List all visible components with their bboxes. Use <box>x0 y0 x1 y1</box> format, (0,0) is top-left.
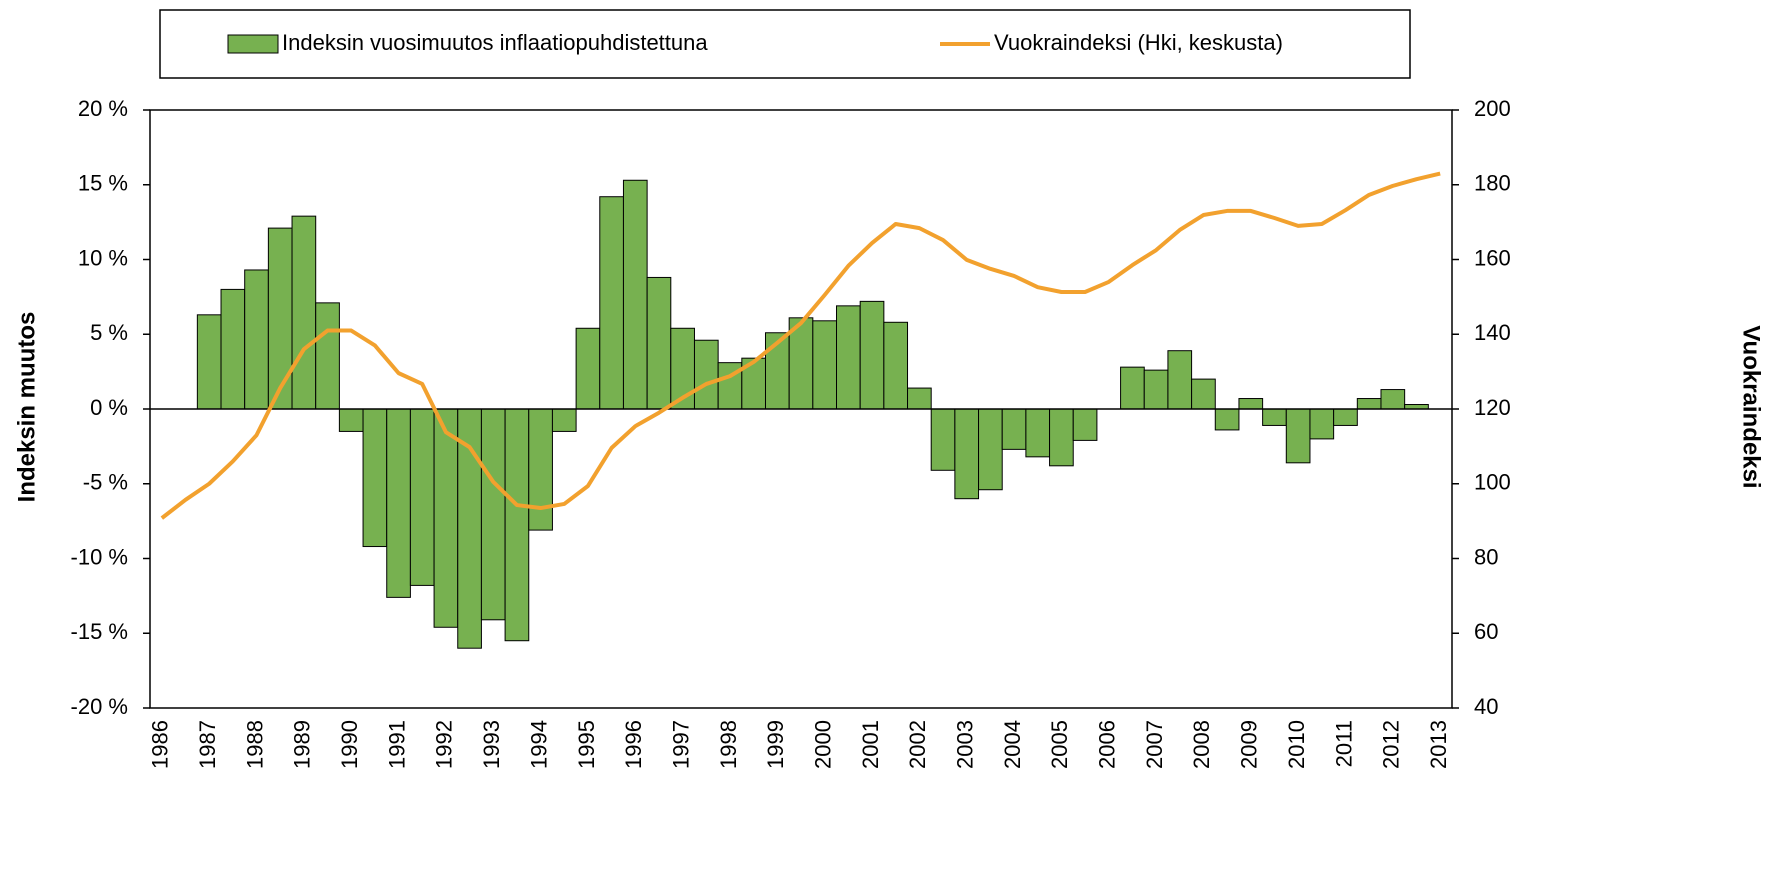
bar <box>1214 408 1240 431</box>
x-tick-label: 2005 <box>1047 720 1072 769</box>
legend-label: Vuokraindeksi (Hki, keskusta) <box>994 30 1283 55</box>
x-tick-label: 2003 <box>953 720 978 769</box>
bar <box>1191 378 1216 410</box>
y-tick-label: 0 % <box>90 395 128 420</box>
bar <box>1001 408 1027 450</box>
y-tick-label: 20 % <box>78 96 128 121</box>
x-tick-label: 1993 <box>479 720 504 769</box>
x-tick-label: 2000 <box>810 720 835 769</box>
bar <box>1356 398 1382 410</box>
legend-label: Indeksin vuosimuutos inflaatiopuhdistett… <box>282 30 708 55</box>
bar <box>1072 408 1098 441</box>
x-tick-label: 1998 <box>716 720 741 769</box>
bar <box>362 408 388 548</box>
bar <box>1025 408 1051 458</box>
bar <box>954 408 980 500</box>
bar <box>551 408 577 432</box>
bar <box>1167 350 1193 410</box>
bar <box>1262 408 1287 426</box>
bar <box>220 288 246 410</box>
x-tick-label: 1992 <box>432 720 457 769</box>
x-tick-label: 2012 <box>1379 720 1404 769</box>
y-tick-label: -20 % <box>71 694 128 719</box>
bar <box>883 321 909 410</box>
bar <box>244 269 269 410</box>
y2-tick-label: 180 <box>1474 171 1511 196</box>
bar <box>315 302 340 410</box>
bar <box>291 215 317 410</box>
bar <box>504 408 530 642</box>
x-tick-label: 1986 <box>148 720 173 769</box>
x-tick-label: 2013 <box>1426 720 1451 769</box>
y-tick-label: 5 % <box>90 320 128 345</box>
y2-tick-label: 160 <box>1474 245 1511 270</box>
bar <box>1285 408 1311 464</box>
x-tick-label: 1988 <box>242 720 267 769</box>
bar <box>267 227 293 410</box>
x-tick-label: 2010 <box>1284 720 1309 769</box>
bar <box>575 327 601 410</box>
x-tick-label: 2001 <box>858 720 883 769</box>
x-tick-label: 1997 <box>668 720 693 769</box>
legend-swatch <box>227 34 279 54</box>
bar <box>836 305 861 410</box>
y2-tick-label: 80 <box>1474 544 1498 569</box>
y2-tick-label: 40 <box>1474 694 1498 719</box>
x-tick-label: 1996 <box>621 720 646 769</box>
line <box>160 171 1441 520</box>
x-tick-label: 2006 <box>1095 720 1120 769</box>
y2-tick-label: 100 <box>1474 470 1511 495</box>
x-tick-label: 2004 <box>1000 720 1025 769</box>
bar <box>622 179 648 410</box>
x-tick-label: 1987 <box>195 720 220 769</box>
y-axis-title: Indeksin muutos <box>13 312 40 503</box>
y2-tick-label: 120 <box>1474 395 1511 420</box>
bar <box>599 196 624 410</box>
x-tick-label: 1991 <box>384 720 409 769</box>
bar <box>1309 408 1335 440</box>
x-tick-label: 2002 <box>905 720 930 769</box>
legend-box <box>159 9 1411 79</box>
bar <box>338 408 364 432</box>
x-tick-label: 2011 <box>1331 720 1356 767</box>
bar <box>1120 366 1145 410</box>
bar <box>646 276 672 410</box>
bar <box>930 408 956 471</box>
x-tick-label: 2009 <box>1237 720 1262 769</box>
y-tick-label: -15 % <box>71 619 128 644</box>
bar <box>812 320 838 410</box>
y-tick-label: 15 % <box>78 171 128 196</box>
bar <box>907 387 932 410</box>
x-tick-label: 2007 <box>1142 720 1167 769</box>
bar <box>196 314 222 410</box>
bar <box>693 339 719 410</box>
y-tick-label: -5 % <box>83 470 128 495</box>
bar <box>859 300 885 410</box>
bar <box>1380 389 1406 410</box>
x-tick-label: 2008 <box>1189 720 1214 769</box>
bar <box>1143 369 1169 410</box>
bar <box>1238 398 1264 410</box>
x-tick-label: 1995 <box>574 720 599 769</box>
y2-tick-label: 200 <box>1474 96 1511 121</box>
bar <box>433 408 459 628</box>
y2-tick-label: 60 <box>1474 619 1498 644</box>
bar <box>409 408 435 586</box>
x-tick-label: 1994 <box>526 720 551 769</box>
y-tick-label: 10 % <box>78 245 128 270</box>
bar <box>978 408 1003 491</box>
x-tick-label: 1999 <box>763 720 788 769</box>
bar <box>386 408 411 598</box>
y2-tick-label: 140 <box>1474 320 1511 345</box>
bar <box>1049 408 1074 467</box>
bar <box>480 408 506 621</box>
bar <box>1333 408 1358 426</box>
bar <box>528 408 553 531</box>
x-tick-label: 1989 <box>290 720 315 769</box>
x-tick-label: 1990 <box>337 720 362 769</box>
y-tick-label: -10 % <box>71 544 128 569</box>
y2-axis-title: Vuokraindeksi <box>1738 325 1765 488</box>
